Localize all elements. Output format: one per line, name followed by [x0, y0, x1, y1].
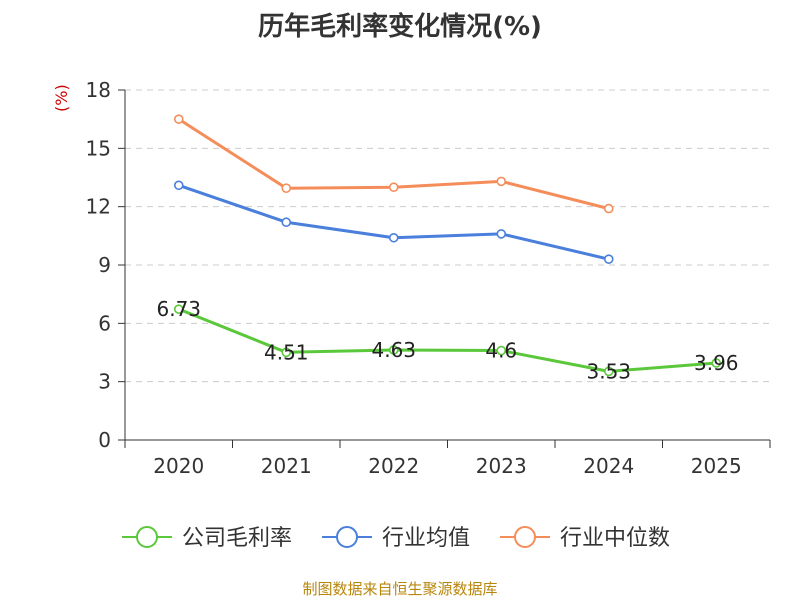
- data-label: 4.51: [264, 340, 309, 364]
- y-tick-label: 18: [86, 78, 111, 102]
- data-point: [496, 176, 507, 187]
- x-tick-label: 2024: [583, 454, 634, 478]
- data-point: [388, 345, 399, 355]
- x-tick-label: 2022: [368, 454, 419, 478]
- series-line: [177, 117, 610, 211]
- data-point: [281, 217, 292, 228]
- x-tick-label: 2021: [261, 454, 312, 478]
- y-tick-label: 12: [86, 195, 111, 219]
- data-label: 4.6: [485, 339, 517, 363]
- x-tick-label: 2025: [691, 454, 742, 478]
- data-point: [603, 203, 614, 214]
- legend: 公司毛利率 行业均值 行业中位数: [122, 526, 670, 551]
- data-point: [603, 254, 614, 264]
- series-lines: [173, 114, 722, 377]
- data-source-note: 制图数据来自恒生聚源数据库: [302, 580, 498, 598]
- series-line: [178, 307, 717, 373]
- grid-lines: [125, 89, 770, 383]
- y-tick-label: 0: [98, 428, 111, 452]
- data-label: 3.96: [694, 351, 739, 375]
- legend-marker: [136, 526, 158, 548]
- data-point: [496, 345, 507, 356]
- y-tick-label: 6: [98, 311, 111, 335]
- data-point: [388, 182, 399, 193]
- chart-title: 历年毛利率变化情况(%): [258, 12, 542, 42]
- y-tick-label: 15: [86, 136, 111, 160]
- data-point: [603, 366, 614, 377]
- legend-label: 公司毛利率: [182, 526, 292, 551]
- data-label: 3.53: [586, 359, 631, 383]
- data-label: 4.63: [371, 338, 416, 362]
- legend-label: 行业中位数: [560, 526, 670, 551]
- x-tick-label: 2023: [476, 454, 527, 478]
- data-point: [496, 229, 507, 239]
- data-point: [388, 232, 399, 243]
- data-point: [281, 183, 292, 193]
- y-tick-label: 3: [98, 370, 111, 394]
- y-tick-label: 9: [98, 253, 111, 277]
- series-line: [178, 183, 610, 261]
- axes: 0 3 6 9 12 15 18 2020 2021 2022 2023 2024 2025: [86, 78, 771, 478]
- data-point: [281, 347, 292, 358]
- data-labels: 6.73 4.51 4.63 4.6 3.53 3.96: [156, 297, 738, 383]
- data-point: [173, 114, 184, 124]
- data-point: [711, 358, 722, 368]
- x-tick-label: 2020: [153, 454, 204, 478]
- legend-marker: [336, 526, 358, 548]
- data-point: [173, 180, 184, 191]
- legend-marker: [514, 526, 536, 548]
- legend-label: 行业均值: [382, 526, 470, 551]
- data-point: [173, 304, 184, 314]
- data-label: 6.73: [156, 297, 201, 321]
